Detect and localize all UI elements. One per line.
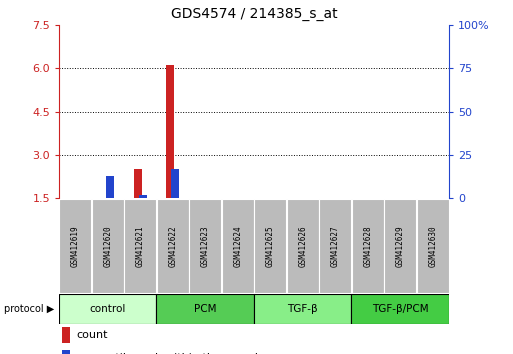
Bar xyxy=(254,199,286,293)
Text: GSM412625: GSM412625 xyxy=(266,225,274,267)
Bar xyxy=(124,199,156,293)
Text: PCM: PCM xyxy=(194,304,216,314)
Text: protocol ▶: protocol ▶ xyxy=(4,304,54,314)
Text: GSM412624: GSM412624 xyxy=(233,225,242,267)
Bar xyxy=(157,199,189,293)
Bar xyxy=(352,199,384,293)
Text: GSM412627: GSM412627 xyxy=(331,225,340,267)
Bar xyxy=(417,199,448,293)
Bar xyxy=(171,169,180,198)
Bar xyxy=(133,169,142,198)
Bar xyxy=(60,199,91,293)
Text: GSM412630: GSM412630 xyxy=(428,225,437,267)
Text: TGF-β: TGF-β xyxy=(287,304,318,314)
Bar xyxy=(351,294,449,324)
Bar xyxy=(62,327,70,343)
Text: percentile rank within the sample: percentile rank within the sample xyxy=(77,353,265,354)
Bar xyxy=(59,294,156,324)
Bar xyxy=(156,294,254,324)
Text: TGF-β/PCM: TGF-β/PCM xyxy=(372,304,428,314)
Text: control: control xyxy=(90,304,126,314)
Bar xyxy=(222,199,253,293)
Title: GDS4574 / 214385_s_at: GDS4574 / 214385_s_at xyxy=(171,7,337,21)
Bar xyxy=(92,199,124,293)
Bar xyxy=(287,199,319,293)
Text: count: count xyxy=(77,330,108,341)
Text: GSM412629: GSM412629 xyxy=(396,225,405,267)
Text: GSM412626: GSM412626 xyxy=(298,225,307,267)
Text: GSM412619: GSM412619 xyxy=(71,225,80,267)
Bar xyxy=(139,195,147,198)
Bar xyxy=(166,65,174,198)
Bar xyxy=(254,294,351,324)
Bar xyxy=(189,199,221,293)
Text: GSM412621: GSM412621 xyxy=(136,225,145,267)
Bar xyxy=(384,199,416,293)
Text: GSM412622: GSM412622 xyxy=(168,225,177,267)
Text: GSM412628: GSM412628 xyxy=(363,225,372,267)
Text: GSM412620: GSM412620 xyxy=(103,225,112,267)
Bar xyxy=(319,199,351,293)
Text: GSM412623: GSM412623 xyxy=(201,225,210,267)
Bar xyxy=(62,350,70,354)
Bar xyxy=(106,176,114,198)
